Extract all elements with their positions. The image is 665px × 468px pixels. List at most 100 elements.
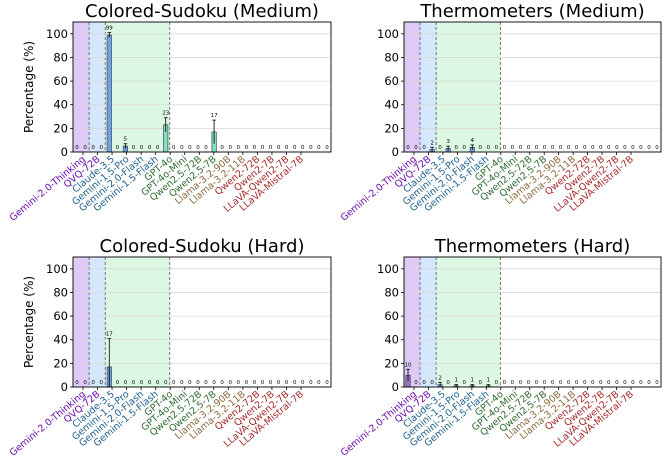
data-label: 0 [269,380,273,386]
y-tick-label: 20 [53,121,68,135]
data-label: 0 [180,380,184,386]
data-label: 0 [406,145,410,151]
data-label: 0 [285,145,289,151]
data-label: 0 [639,380,643,386]
data-label: 0 [503,380,507,386]
data-label: 0 [615,145,619,151]
data-label: 0 [148,380,152,386]
region-purple [73,22,90,152]
data-label: 0 [285,380,289,386]
data-label: 0 [655,145,659,151]
data-label: 0 [148,145,152,151]
data-label: 0 [559,380,563,386]
data-label: 0 [623,145,627,151]
chart-title: Thermometers (Hard) [434,236,630,257]
region-green [436,22,501,152]
data-label: 0 [269,145,273,151]
data-label: 0 [237,380,241,386]
region-blue [89,22,106,152]
data-label: 0 [75,145,79,151]
data-label: 0 [422,145,426,151]
data-label: 0 [293,380,297,386]
data-label: 0 [655,380,659,386]
data-label: 0 [261,380,265,386]
data-label: 0 [511,145,515,151]
data-label: 0 [317,145,321,151]
data-label: 0 [535,145,539,151]
data-label: 1 [487,378,491,384]
data-label: 0 [551,145,555,151]
y-tick-label: 20 [384,121,399,135]
y-tick-label: 0 [392,145,399,159]
data-label: 0 [559,145,563,151]
y-axis-label: Percentage (%) [22,41,36,133]
axes-frame [403,21,662,153]
data-label: 0 [607,380,611,386]
data-label: 0 [293,145,297,151]
region-green [105,22,170,152]
data-label: 0 [212,380,216,386]
data-label: 0 [535,380,539,386]
data-label: 1 [454,378,458,384]
data-label: 0 [116,145,120,151]
data-label: 0 [309,380,313,386]
data-label: 0 [277,380,281,386]
data-label: 0 [503,145,507,151]
data-label: 0 [124,380,128,386]
data-label: 0 [462,380,466,386]
data-label: 0 [519,380,523,386]
bar [106,34,112,153]
region-purple [404,22,421,152]
data-label: 0 [220,380,224,386]
data-label: 0 [188,145,192,151]
data-label: 2 [430,140,434,146]
y-tick-label: 100 [46,27,68,41]
data-label: 0 [551,380,555,386]
data-label: 17 [106,332,113,338]
region-purple [404,257,421,387]
data-label: 0 [615,380,619,386]
data-label: 0 [228,145,232,151]
data-label: 0 [519,145,523,151]
data-label: 0 [591,145,595,151]
y-tick-label: 100 [377,262,399,276]
data-label: 0 [325,145,329,151]
region-blue [420,257,437,387]
data-label: 0 [204,380,208,386]
data-label: 0 [438,145,442,151]
data-label: 0 [599,145,603,151]
axes-frame [72,256,332,388]
data-label: 0 [245,145,249,151]
y-tick-label: 0 [392,380,399,394]
y-tick-label: 100 [46,262,68,276]
data-label: 17 [211,113,218,119]
chart-title: Colored-Sudoku (Medium) [85,1,319,22]
data-label: 0 [623,380,627,386]
y-tick-label: 80 [384,50,399,64]
data-label: 10 [405,362,412,368]
y-tick-label: 60 [384,74,399,88]
data-label: 0 [639,145,643,151]
data-label: 0 [277,145,281,151]
data-label: 0 [414,380,418,386]
y-tick-label: 40 [384,333,399,347]
y-tick-label: 80 [384,285,399,299]
data-label: 0 [422,380,426,386]
data-label: 0 [204,145,208,151]
y-axis-label: Percentage (%) [22,276,36,368]
data-label: 0 [301,145,305,151]
y-tick-label: 0 [61,380,68,394]
data-label: 0 [527,145,531,151]
data-label: 23 [162,111,169,117]
data-label: 99 [106,26,113,32]
data-label: 0 [140,380,144,386]
region-green [105,257,170,387]
y-tick-label: 80 [53,285,68,299]
data-label: 0 [462,145,466,151]
data-label: 0 [583,145,587,151]
data-label: 0 [140,145,144,151]
region-purple [73,257,90,387]
data-label: 0 [196,380,200,386]
